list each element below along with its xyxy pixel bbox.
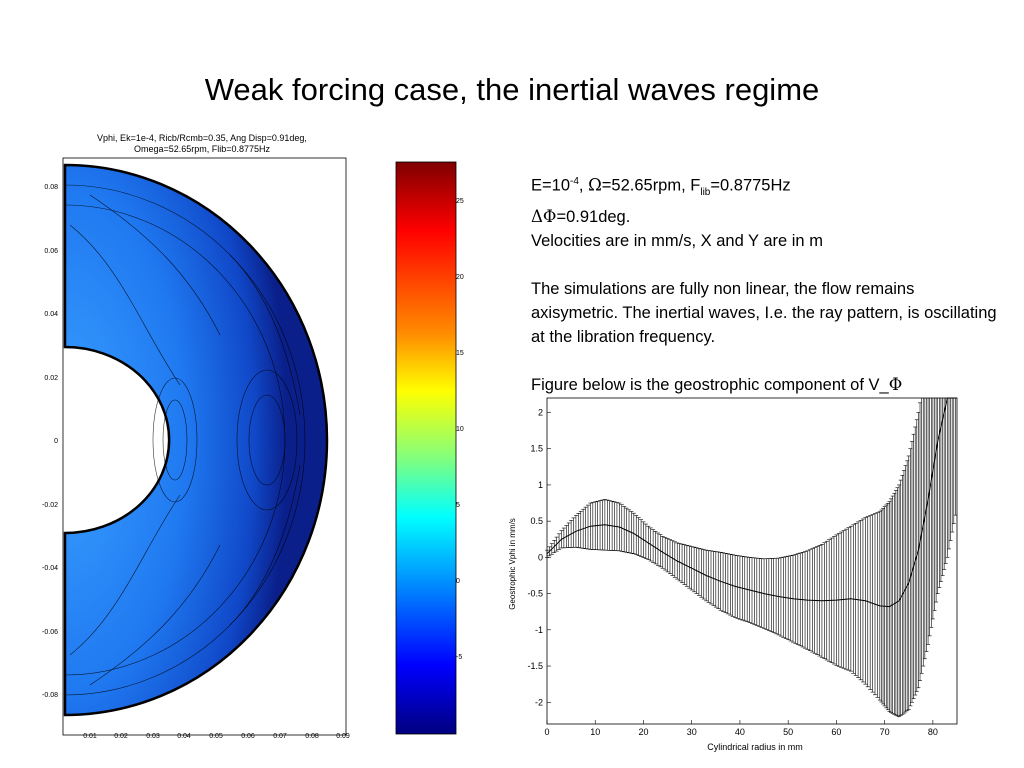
- x-tick-label: 50: [783, 727, 793, 737]
- contour-y-tick: -0.08: [42, 692, 58, 699]
- contour-x-ticks: 0.01 0.02 0.03 0.04 0.05 0.06 0.07 0.08 …: [83, 733, 350, 740]
- colorbar-tick: 15: [456, 350, 464, 357]
- y-tick-label: 2: [538, 407, 543, 417]
- colorbar-tick: 25: [456, 198, 464, 205]
- contour-y-tick: 0.06: [44, 248, 58, 255]
- x-tick-label: 60: [831, 727, 841, 737]
- slide-title: Weak forcing case, the inertial waves re…: [204, 72, 820, 107]
- chart-y-ticks: 2 1.5 1 0.5 0 -0.5 -1 -1.5 -2: [527, 407, 551, 707]
- contour-y-tick: 0: [54, 438, 58, 445]
- x-tick-label: 10: [590, 727, 600, 737]
- error-bars: [545, 398, 958, 718]
- contour-x-tick: 0.03: [146, 733, 160, 740]
- colorbar-tick: -5: [456, 654, 462, 661]
- omega-symbol: Ω: [588, 175, 602, 195]
- y-tick-label: 1.5: [530, 444, 543, 454]
- contour-y-tick: -0.02: [42, 502, 58, 509]
- contour-field-shape: [63, 163, 329, 717]
- angle-line: ΔΦ=0.91deg.: [531, 205, 1001, 229]
- contour-y-ticks: 0.08 0.06 0.04 0.02 0 -0.02 -0.04 -0.06 …: [42, 184, 58, 699]
- contour-x-tick: 0.04: [177, 733, 191, 740]
- contour-x-tick: 0.07: [273, 733, 287, 740]
- series-line: [546, 397, 957, 608]
- contour-y-tick: 0.08: [44, 184, 58, 191]
- y-tick-label: -1.5: [527, 661, 543, 671]
- contour-x-tick: 0.01: [83, 733, 97, 740]
- y-tick-label: -2: [535, 697, 543, 707]
- y-tick-label: 1: [538, 480, 543, 490]
- figure-caption: Figure below is the geostrophic componen…: [531, 373, 1001, 397]
- description-paragraph: The simulations are fully non linear, th…: [531, 279, 997, 346]
- contour-x-tick: 0.06: [241, 733, 255, 740]
- y-tick-label: 0: [538, 552, 543, 562]
- contour-y-tick: -0.04: [42, 565, 58, 572]
- y-tick-label: -0.5: [527, 589, 543, 599]
- lib-subscript: lib: [700, 186, 711, 198]
- contour-x-tick: 0.09: [336, 733, 350, 740]
- flib-value: =0.8775Hz: [710, 176, 791, 195]
- contour-title-line2: Omega=52.65rpm, Flib=0.8775Hz: [133, 144, 271, 154]
- contour-lines: [64, 184, 306, 696]
- contour-x-tick: 0.02: [114, 733, 128, 740]
- colorbar-tick: 5: [456, 502, 460, 509]
- contour-plot-title: Vphi, Ek=1e-4, Ricb/Rcmb=0.35, Ang Disp=…: [62, 133, 342, 155]
- e-prefix: E=10: [531, 176, 570, 195]
- chart-y-label: Geostrophic Vphi in mm/s: [508, 518, 517, 610]
- colorbar-ticks: 25 20 15 10 5 0 -5: [456, 198, 464, 661]
- caption-text: Figure below is the geostrophic componen…: [531, 375, 889, 394]
- colorbar-gradient: [395, 161, 457, 735]
- contour-y-tick: 0.02: [44, 375, 58, 382]
- contour-x-tick: 0.08: [305, 733, 319, 740]
- separator: ,: [578, 176, 589, 195]
- x-tick-label: 40: [735, 727, 745, 737]
- colorbar-tick: 20: [456, 274, 464, 281]
- units-line: Velocities are in mm/s, X and Y are in m: [531, 231, 823, 250]
- x-tick-label: 20: [638, 727, 648, 737]
- e-exponent: -4: [570, 176, 579, 187]
- contour-y-tick: -0.06: [42, 629, 58, 636]
- x-tick-label: 70: [880, 727, 890, 737]
- body-text: E=10-4, Ω=52.65rpm, Flib=0.8775Hz ΔΦ=0.9…: [531, 170, 1001, 397]
- x-tick-label: 0: [544, 727, 549, 737]
- colorbar-tick: 0: [456, 578, 460, 585]
- colorbar: 25 20 15 10 5 0 -5: [395, 161, 464, 735]
- chart-x-label: Cylindrical radius in mm: [707, 742, 803, 752]
- params-line: E=10-4, Ω=52.65rpm, Flib=0.8775Hz: [531, 170, 1001, 205]
- colorbar-tick: 10: [456, 426, 464, 433]
- omega-value: =52.65rpm, F: [601, 176, 701, 195]
- angle-value: =0.91deg.: [556, 207, 631, 226]
- chart-x-ticks: 0 10 20 30 40 50 60 70 80: [544, 720, 938, 737]
- x-tick-label: 30: [687, 727, 697, 737]
- y-tick-label: -1: [535, 625, 543, 635]
- y-tick-label: 0.5: [530, 516, 543, 526]
- contour-plot: 0.08 0.06 0.04 0.02 0 -0.02 -0.04 -0.06 …: [42, 157, 350, 740]
- phi-symbol: Φ: [888, 374, 903, 394]
- chart-axes-box: [546, 397, 958, 725]
- x-tick-label: 80: [928, 727, 938, 737]
- contour-title-line1: Vphi, Ek=1e-4, Ricb/Rcmb=0.35, Ang Disp=…: [97, 133, 307, 143]
- contour-y-tick: 0.04: [44, 311, 58, 318]
- delta-phi-symbol: ΔΦ: [531, 206, 557, 226]
- geostrophic-chart: 0 10 20 30 40 50 60 70 80 21.510.50-0.5-1-1.5-2 …: [508, 397, 958, 752]
- contour-x-tick: 0.05: [209, 733, 223, 740]
